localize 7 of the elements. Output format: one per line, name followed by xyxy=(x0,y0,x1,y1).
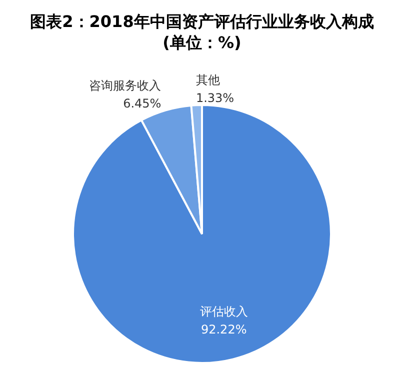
slice-label: 评估收入 xyxy=(200,304,248,319)
data-label: 1.33% xyxy=(196,90,234,105)
data-label: 6.45% xyxy=(123,96,162,111)
data-label: 92.22% xyxy=(200,322,247,337)
chart-title: 图表2：2018年中国资产评估行业业务收入构成(单位：%) xyxy=(29,11,375,54)
slice-label: 咨询服务收入 xyxy=(89,78,162,93)
slice-label: 其他 xyxy=(196,72,220,87)
